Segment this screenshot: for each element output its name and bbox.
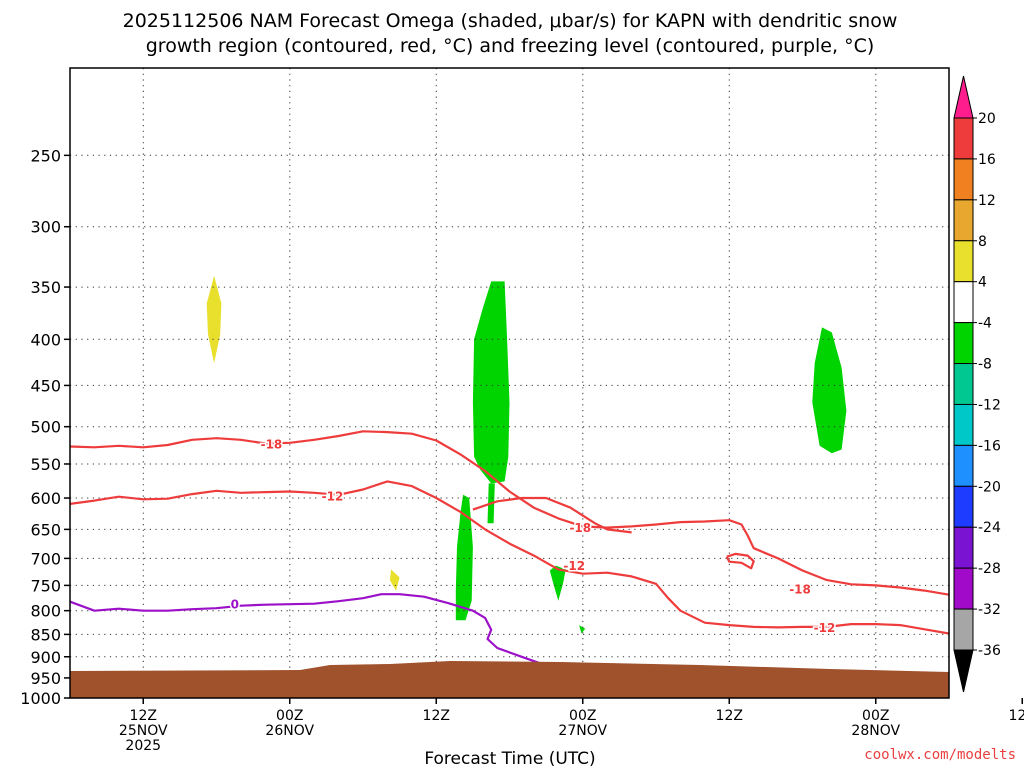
y-tick-label-550: 550 <box>30 455 61 474</box>
omega-shaded-region-1 <box>389 569 400 591</box>
y-tick-label-450: 450 <box>30 376 61 395</box>
y-axis-pressure-ticks: 250 300 350 400 450 500 550 600 650 700 750 800 850 9… <box>20 146 70 708</box>
colorbar-top-arrow <box>953 75 974 119</box>
y-tick-label-650: 650 <box>30 520 61 539</box>
contour-label-1: -12 <box>322 490 344 504</box>
colorbar-label-7: -12 <box>978 397 1001 413</box>
colorbar-label-2: 12 <box>978 193 996 209</box>
colorbar-bottom-arrow <box>953 649 974 693</box>
contour-line-0 <box>70 430 949 596</box>
y-tick-label-300: 300 <box>30 218 61 237</box>
terrain-surface <box>70 661 949 698</box>
x-tick-label-48-0: 00Z <box>569 708 596 724</box>
contour-label-4: -18 <box>789 583 811 597</box>
y-tick-label-750: 750 <box>30 576 61 595</box>
colorbar-segment-8 <box>953 444 974 487</box>
omega-shaded-region-0 <box>206 275 222 364</box>
y-tick-label-800: 800 <box>30 602 61 621</box>
colorbar-segment-7 <box>953 403 974 446</box>
x-tick-label-12-1: 25NOV <box>119 723 168 739</box>
colorbar-segment-12 <box>953 608 974 651</box>
y-tick-label-700: 700 <box>30 549 61 568</box>
colorbar-segment-5 <box>953 322 974 365</box>
colorbar-segment-2 <box>953 199 974 242</box>
y-tick-label-600: 600 <box>30 489 61 508</box>
omega-shaded-region-3 <box>472 281 510 484</box>
omega-shaded-region-8 <box>812 327 847 454</box>
contour-line-6 <box>70 593 645 684</box>
colorbar-segment-0 <box>953 117 974 160</box>
colorbar-label-5: -4 <box>978 316 992 332</box>
y-tick-label-500: 500 <box>30 418 61 437</box>
colorbar-label-10: -24 <box>978 520 1001 536</box>
y-tick-label-850: 850 <box>30 625 61 644</box>
x-tick-label-84-0: 12Z <box>1009 708 1024 724</box>
chart-title-line-2: growth region (contoured, red, °C) and f… <box>146 35 875 57</box>
y-tick-label-400: 400 <box>30 330 61 349</box>
y-tick-label-1000: 1000 <box>20 689 61 708</box>
contour-line-1 <box>70 480 949 635</box>
colorbar-label-12: -32 <box>978 602 1001 618</box>
x-tick-label-24-0: 00Z <box>276 708 303 724</box>
colorbar-label-4: 4 <box>978 275 987 291</box>
colorbar-segment-9 <box>953 485 974 528</box>
omega-colorbar: 20 16 12 8 4 -4 -8 -12 -16 -20 -24 -28 -32 -36 <box>953 75 1001 693</box>
contour-line-2 <box>725 552 755 570</box>
plot-frame <box>69 67 950 699</box>
colorbar-segment-10 <box>953 526 974 569</box>
colorbar-segment-11 <box>953 567 974 610</box>
plot-area <box>70 68 949 698</box>
colorbar-label-11: -28 <box>978 561 1001 577</box>
contour-label-3: -12 <box>563 559 585 573</box>
contour-line-3 <box>472 496 632 534</box>
omega-shading-layer <box>206 275 847 634</box>
x-tick-label-72-0: 00Z <box>862 708 889 724</box>
contour-label-0: -18 <box>261 437 283 451</box>
x-tick-label-24-1: 26NOV <box>265 723 314 739</box>
colorbar-label-13: -36 <box>978 643 1001 659</box>
colorbar-segment-1 <box>953 158 974 201</box>
contour-label-2: -18 <box>569 521 591 535</box>
colorbar-label-6: -8 <box>978 357 992 373</box>
colorbar-segment-6 <box>953 363 974 405</box>
colorbar-label-0: 20 <box>978 111 996 127</box>
omega-shaded-region-5 <box>455 494 473 621</box>
credit-text: coolwx.com/modelts <box>864 747 1016 763</box>
colorbar-label-1: 16 <box>978 152 996 168</box>
colorbar-segment-4 <box>953 281 974 324</box>
colorbar-label-9: -20 <box>978 479 1001 495</box>
colorbar-label-8: -16 <box>978 438 1001 454</box>
omega-shaded-region-7 <box>579 625 586 634</box>
y-tick-label-950: 950 <box>30 669 61 688</box>
y-tick-label-900: 900 <box>30 648 61 667</box>
x-tick-label-48-1: 27NOV <box>558 723 607 739</box>
y-tick-label-250: 250 <box>30 146 61 165</box>
colorbar-segment-3 <box>953 240 974 283</box>
x-tick-label-12-0: 12Z <box>130 708 157 724</box>
x-tick-label-12-2: 2025 <box>125 738 161 754</box>
chart-title-line-1: 2025112506 NAM Forecast Omega (shaded, μ… <box>123 10 898 32</box>
terrain-layer <box>70 661 949 698</box>
y-tick-label-350: 350 <box>30 278 61 297</box>
omega-shaded-region-6 <box>549 565 566 601</box>
contour-layer: -18 -12 -18 -12 -18 -12 0 <box>70 430 949 684</box>
x-tick-label-36-0: 12Z <box>423 708 450 724</box>
contour-label-6: 0 <box>231 598 239 612</box>
contour-label-5: -12 <box>814 621 836 635</box>
x-tick-label-72-1: 28NOV <box>851 723 900 739</box>
colorbar-label-3: 8 <box>978 234 987 250</box>
x-tick-label-60-0: 12Z <box>716 708 743 724</box>
x-axis-label: Forecast Time (UTC) <box>424 749 595 768</box>
